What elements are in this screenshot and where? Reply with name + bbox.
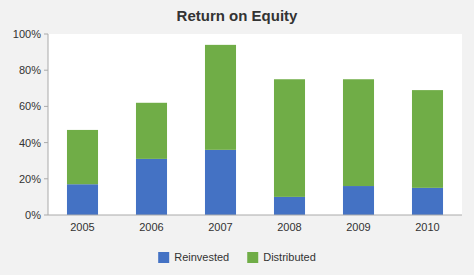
y-tick [44,178,48,179]
y-tick-label: 0% [25,209,41,221]
x-tick-label: 2008 [277,221,301,233]
legend: Reinvested Distributed [158,251,316,263]
background [0,0,474,275]
bars [67,45,443,215]
plot-area [48,34,462,215]
chart: Return on Equity 0% 20% 40% 60% 80% 100% 2005 20… [0,0,474,275]
bar [67,184,98,215]
bar [136,103,167,159]
x-tick-label: 2010 [415,221,439,233]
y-tick [44,142,48,143]
y-tick [44,70,48,71]
y-tick-label: 100% [13,28,41,40]
y-tick [44,34,48,35]
bar [274,197,305,215]
legend-label: Distributed [263,251,316,263]
bar [343,186,374,215]
bar [412,90,443,188]
y-tick-label: 60% [19,100,41,112]
bar [205,45,236,150]
y-axis [48,34,49,215]
y-tick [44,215,48,216]
y-tick-label: 80% [19,64,41,76]
x-axis [48,215,462,216]
y-tick [44,106,48,107]
x-tick-label: 2006 [139,221,163,233]
x-tick-label: 2007 [208,221,232,233]
x-tick-label: 2009 [346,221,370,233]
legend-label: Reinvested [174,251,229,263]
y-tick-label: 20% [19,173,41,185]
bar [412,188,443,215]
legend-swatch [158,252,169,263]
y-tick-label: 40% [19,137,41,149]
title: Return on Equity [177,7,298,24]
bar [343,79,374,186]
bar [205,150,236,215]
bar [274,79,305,197]
bar [136,159,167,215]
legend-swatch [247,252,258,263]
x-tick-label: 2005 [70,221,94,233]
bar [67,130,98,184]
